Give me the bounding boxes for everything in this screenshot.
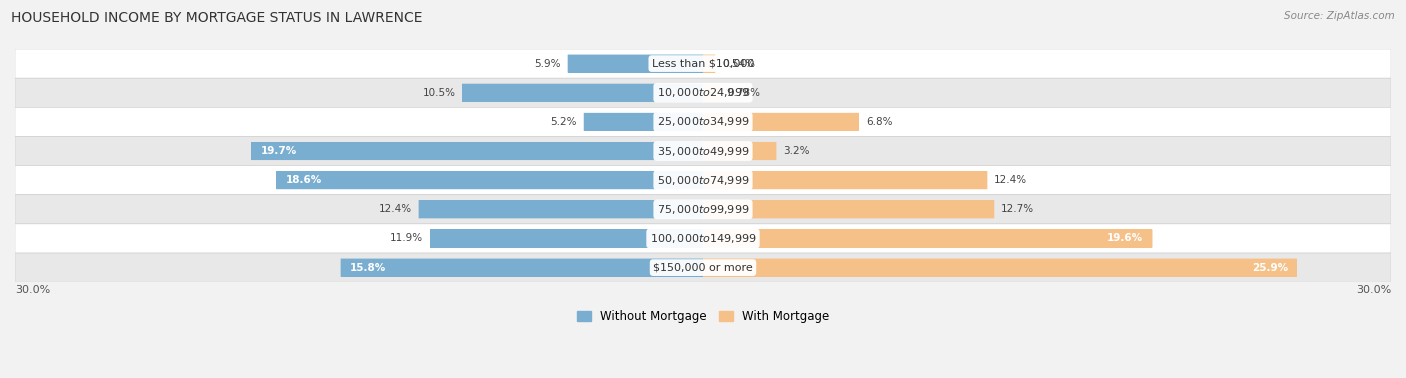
Text: $50,000 to $74,999: $50,000 to $74,999 [657, 174, 749, 187]
Text: $25,000 to $34,999: $25,000 to $34,999 [657, 115, 749, 129]
FancyBboxPatch shape [568, 54, 703, 73]
Bar [463, 84, 703, 102]
FancyBboxPatch shape [419, 200, 703, 218]
FancyBboxPatch shape [15, 107, 1391, 136]
Text: $100,000 to $149,999: $100,000 to $149,999 [650, 232, 756, 245]
FancyBboxPatch shape [15, 136, 1391, 166]
Legend: Without Mortgage, With Mortgage: Without Mortgage, With Mortgage [572, 305, 834, 328]
FancyBboxPatch shape [703, 84, 721, 102]
Text: 6.8%: 6.8% [866, 117, 893, 127]
FancyBboxPatch shape [15, 195, 1391, 224]
FancyBboxPatch shape [703, 200, 994, 218]
Text: 12.4%: 12.4% [994, 175, 1028, 185]
FancyBboxPatch shape [583, 113, 703, 131]
Text: 25.9%: 25.9% [1251, 263, 1288, 273]
Bar [340, 259, 703, 277]
Bar [277, 171, 703, 189]
Bar [703, 229, 1153, 248]
FancyBboxPatch shape [15, 166, 1391, 195]
Bar [703, 84, 721, 102]
Bar [252, 142, 703, 160]
FancyBboxPatch shape [703, 229, 1153, 248]
Text: 15.8%: 15.8% [350, 263, 387, 273]
FancyBboxPatch shape [15, 224, 1391, 253]
Text: Less than $10,000: Less than $10,000 [652, 59, 754, 68]
Bar [583, 113, 703, 131]
FancyBboxPatch shape [277, 171, 703, 189]
Text: HOUSEHOLD INCOME BY MORTGAGE STATUS IN LAWRENCE: HOUSEHOLD INCOME BY MORTGAGE STATUS IN L… [11, 11, 423, 25]
Text: 12.7%: 12.7% [1001, 204, 1035, 214]
Bar [703, 54, 716, 73]
Text: 18.6%: 18.6% [285, 175, 322, 185]
Text: 5.9%: 5.9% [534, 59, 561, 68]
FancyBboxPatch shape [15, 253, 1391, 282]
Bar [703, 113, 859, 131]
Text: 12.4%: 12.4% [378, 204, 412, 214]
Text: 0.78%: 0.78% [728, 88, 761, 98]
Bar [419, 200, 703, 218]
Text: 19.7%: 19.7% [260, 146, 297, 156]
FancyBboxPatch shape [340, 259, 703, 277]
Text: 5.2%: 5.2% [550, 117, 576, 127]
Text: $75,000 to $99,999: $75,000 to $99,999 [657, 203, 749, 216]
FancyBboxPatch shape [15, 78, 1391, 107]
Text: 3.2%: 3.2% [783, 146, 810, 156]
Text: Source: ZipAtlas.com: Source: ZipAtlas.com [1284, 11, 1395, 21]
FancyBboxPatch shape [703, 113, 859, 131]
FancyBboxPatch shape [430, 229, 703, 248]
Text: 19.6%: 19.6% [1107, 234, 1143, 243]
FancyBboxPatch shape [703, 171, 987, 189]
Bar [703, 200, 994, 218]
Bar [430, 229, 703, 248]
Text: 30.0%: 30.0% [1355, 285, 1391, 294]
Bar [703, 259, 1296, 277]
Text: $35,000 to $49,999: $35,000 to $49,999 [657, 144, 749, 158]
Bar [703, 171, 987, 189]
Text: $150,000 or more: $150,000 or more [654, 263, 752, 273]
FancyBboxPatch shape [703, 142, 776, 160]
FancyBboxPatch shape [703, 54, 716, 73]
FancyBboxPatch shape [703, 259, 1296, 277]
FancyBboxPatch shape [463, 84, 703, 102]
Text: 0.54%: 0.54% [723, 59, 755, 68]
Text: 10.5%: 10.5% [422, 88, 456, 98]
Text: 11.9%: 11.9% [389, 234, 423, 243]
FancyBboxPatch shape [252, 142, 703, 160]
Text: $10,000 to $24,999: $10,000 to $24,999 [657, 86, 749, 99]
Text: 30.0%: 30.0% [15, 285, 51, 294]
FancyBboxPatch shape [15, 49, 1391, 78]
Bar [568, 54, 703, 73]
Bar [703, 142, 776, 160]
